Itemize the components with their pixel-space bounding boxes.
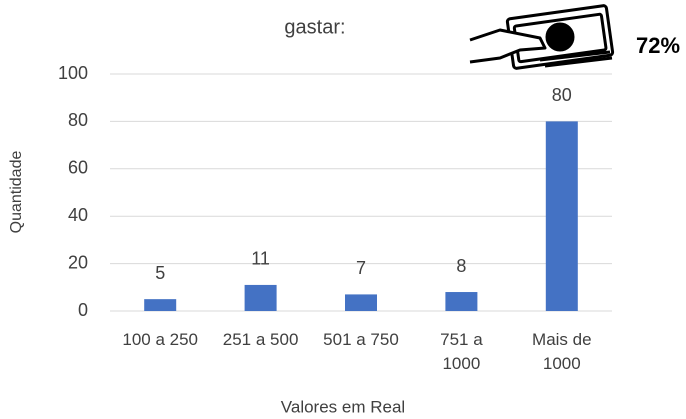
money-icon: $ <box>469 4 615 70</box>
bar <box>445 292 478 311</box>
y-axis-title: Quantidade <box>8 151 25 234</box>
data-label: 80 <box>552 85 572 105</box>
bar <box>244 284 277 311</box>
data-label: 11 <box>251 249 270 269</box>
annotation: 72% <box>636 33 680 58</box>
data-label: 7 <box>356 258 366 278</box>
x-tick-label: Mais de 1000 <box>532 330 592 373</box>
y-tick-label: 60 <box>68 158 88 178</box>
x-axis-title: Valores em Real <box>281 397 405 416</box>
data-label: 5 <box>155 263 165 283</box>
data-label: 8 <box>456 256 466 276</box>
y-tick-label: 40 <box>68 205 88 225</box>
x-tick-label: 100 a 250 <box>122 330 198 349</box>
svg-text:$: $ <box>556 29 564 45</box>
chart-title: gastar: <box>284 16 345 38</box>
x-tick-label: 501 a 750 <box>323 330 399 349</box>
y-tick-label: 0 <box>78 300 88 320</box>
bar <box>144 299 177 311</box>
bar <box>545 121 578 312</box>
y-tick-label: 20 <box>68 252 88 272</box>
x-tick-label: 251 a 500 <box>222 330 299 349</box>
bar <box>345 294 377 311</box>
y-tick-label: 80 <box>68 110 88 130</box>
y-tick-label: 100 <box>58 63 88 83</box>
x-tick-label: 751 a 1000 <box>440 330 483 373</box>
